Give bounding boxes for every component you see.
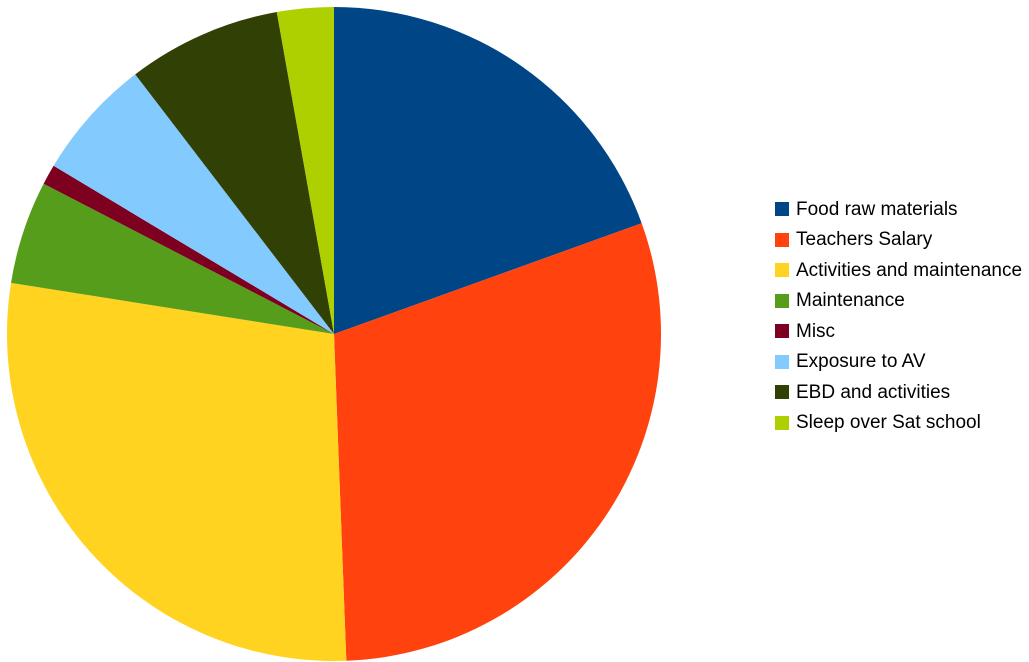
pie-slice-ebd-and-activities xyxy=(135,12,334,335)
legend-label: Sleep over Sat school xyxy=(796,412,981,434)
pie-slice-exposure-to-av xyxy=(53,74,335,335)
legend-swatch xyxy=(775,385,789,400)
pie-slice-activities-and-maintenance xyxy=(7,282,347,662)
legend-label: Activities and maintenance xyxy=(796,259,1023,281)
legend-swatch xyxy=(775,232,789,247)
legend-item: EBD and activities xyxy=(775,377,1029,408)
pie-slice-misc xyxy=(43,165,334,334)
legend-item: Misc xyxy=(775,316,1029,347)
legend-label: Food raw materials xyxy=(796,198,958,220)
legend-item: Food raw materials xyxy=(775,194,1029,225)
legend-item: Exposure to AV xyxy=(775,347,1029,378)
legend-swatch xyxy=(775,415,789,430)
legend-item: Maintenance xyxy=(775,286,1029,317)
pie-slice-food-raw-materials xyxy=(334,7,642,334)
legend-item: Teachers Salary xyxy=(775,225,1029,256)
pie-slice-teachers-salary xyxy=(334,223,662,661)
legend-item: Activities and maintenance xyxy=(775,255,1029,286)
legend-swatch xyxy=(775,354,789,369)
legend-label: Maintenance xyxy=(796,290,905,312)
pie-slice-sleep-over-sat-school xyxy=(276,7,334,334)
chart-legend: Food raw materials Teachers Salary Activit… xyxy=(775,194,1029,438)
legend-label: Teachers Salary xyxy=(796,229,933,251)
legend-item: Sleep over Sat school xyxy=(775,408,1029,439)
legend-swatch xyxy=(775,293,789,308)
legend-label: Misc xyxy=(796,320,836,342)
legend-swatch xyxy=(775,263,789,278)
legend-label: EBD and activities xyxy=(796,381,951,403)
legend-swatch xyxy=(775,324,789,339)
legend-label: Exposure to AV xyxy=(796,351,926,373)
legend-swatch xyxy=(775,202,789,217)
pie-slice-maintenance xyxy=(11,183,335,334)
